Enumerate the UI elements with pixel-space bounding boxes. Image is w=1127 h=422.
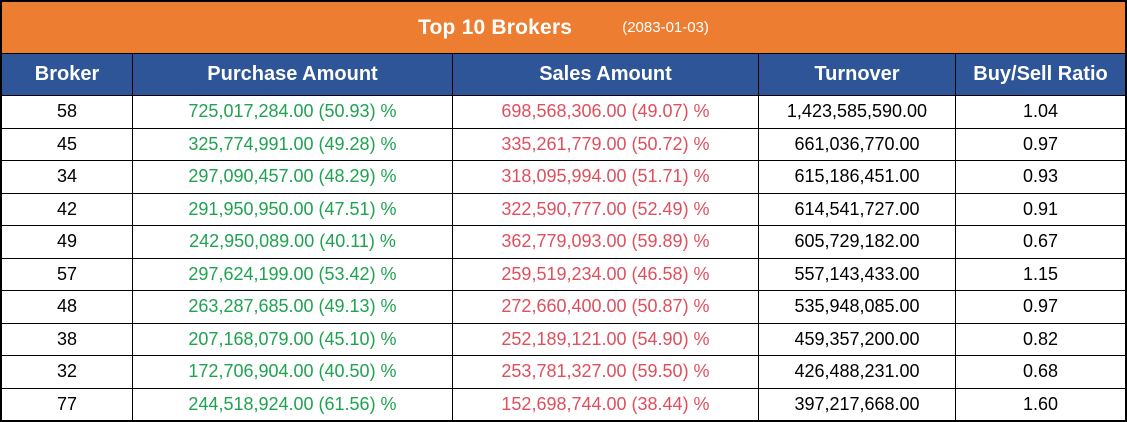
- table-row: 48 263,287,685.00 (49.13) % 272,660,400.…: [2, 291, 1125, 324]
- cell-sales-amount: 252,189,121.00 (54.90) %: [453, 323, 759, 355]
- cell-sales-amount: 698,568,306.00 (49.07) %: [453, 96, 759, 128]
- cell-turnover: 1,423,585,590.00: [759, 96, 956, 128]
- cell-buy-sell-ratio: 0.97: [1022, 296, 1059, 317]
- cell-broker: 45: [2, 128, 133, 160]
- cell-purchase-amount: 291,950,950.00 (47.51) %: [133, 193, 453, 225]
- cell-buy-sell-ratio: 0.82: [1022, 328, 1059, 349]
- table-row: 42 291,950,950.00 (47.51) % 322,590,777.…: [2, 193, 1125, 226]
- cell-buy-sell-ratio: 1.04: [1022, 101, 1059, 122]
- cell-buy-sell-ratio: 0.67: [1022, 231, 1059, 252]
- cell-purchase-amount: 263,287,685.00 (49.13) %: [133, 291, 453, 323]
- cell-turnover: 615,186,451.00: [759, 161, 956, 193]
- cell-turnover: 397,217,668.00: [759, 388, 956, 420]
- table-date: (2083-01-03): [622, 19, 709, 36]
- cell-broker: 38: [2, 323, 133, 355]
- table-title: Top 10 Brokers: [418, 15, 573, 39]
- cell-turnover: 557,143,433.00: [759, 258, 956, 290]
- cell-turnover: 661,036,770.00: [759, 128, 956, 160]
- cell-sales-amount: 322,590,777.00 (52.49) %: [453, 193, 759, 225]
- column-header-purchase-amount: Purchase Amount: [133, 54, 453, 95]
- column-header-broker: Broker: [2, 54, 133, 95]
- column-header-buy-sell-ratio: Buy/Sell Ratio: [956, 54, 1125, 95]
- cell-sales-amount: 272,660,400.00 (50.87) %: [453, 291, 759, 323]
- table-row: 57 297,624,199.00 (53.42) % 259,519,234.…: [2, 258, 1125, 291]
- cell-broker: 34: [2, 161, 133, 193]
- cell-turnover: 459,357,200.00: [759, 323, 956, 355]
- column-header-turnover: Turnover: [759, 54, 956, 95]
- cell-buy-sell-ratio: 1.60: [1022, 393, 1059, 414]
- cell-broker: 42: [2, 193, 133, 225]
- table-row: 49 242,950,089.00 (40.11) % 362,779,093.…: [2, 226, 1125, 259]
- cell-purchase-amount: 242,950,089.00 (40.11) %: [133, 226, 453, 258]
- cell-turnover: 535,948,085.00: [759, 291, 956, 323]
- table-row: 32 172,706,904.00 (40.50) % 253,781,327.…: [2, 356, 1125, 389]
- cell-sales-amount: 152,698,744.00 (38.44) %: [453, 388, 759, 420]
- cell-turnover: 426,488,231.00: [759, 356, 956, 388]
- cell-purchase-amount: 297,624,199.00 (53.42) %: [133, 258, 453, 290]
- cell-buy-sell-ratio: 0.93: [1022, 166, 1059, 187]
- cell-broker: 48: [2, 291, 133, 323]
- cell-purchase-amount: 725,017,284.00 (50.93) %: [133, 96, 453, 128]
- column-header-row: Broker Purchase Amount Sales Amount Turn…: [2, 54, 1125, 96]
- cell-sales-amount: 318,095,994.00 (51.71) %: [453, 161, 759, 193]
- cell-purchase-amount: 244,518,924.00 (61.56) %: [133, 388, 453, 420]
- cell-sales-amount: 253,781,327.00 (59.50) %: [453, 356, 759, 388]
- cell-purchase-amount: 297,090,457.00 (48.29) %: [133, 161, 453, 193]
- cell-sales-amount: 335,261,779.00 (50.72) %: [453, 128, 759, 160]
- cell-purchase-amount: 325,774,991.00 (49.28) %: [133, 128, 453, 160]
- cell-broker: 77: [2, 388, 133, 420]
- table-row: 58 725,017,284.00 (50.93) % 698,568,306.…: [2, 96, 1125, 129]
- table-body: 58 725,017,284.00 (50.93) % 698,568,306.…: [2, 96, 1125, 420]
- cell-broker: 57: [2, 258, 133, 290]
- cell-buy-sell-ratio: 0.68: [1022, 361, 1059, 382]
- cell-buy-sell-ratio: 0.97: [1022, 133, 1059, 154]
- cell-broker: 58: [2, 96, 133, 128]
- cell-purchase-amount: 207,168,079.00 (45.10) %: [133, 323, 453, 355]
- cell-purchase-amount: 172,706,904.00 (40.50) %: [133, 356, 453, 388]
- table-row: 45 325,774,991.00 (49.28) % 335,261,779.…: [2, 128, 1125, 161]
- table-title-bar: Top 10 Brokers (2083-01-03): [2, 2, 1125, 54]
- cell-sales-amount: 362,779,093.00 (59.89) %: [453, 226, 759, 258]
- cell-sales-amount: 259,519,234.00 (46.58) %: [453, 258, 759, 290]
- table-row: 34 297,090,457.00 (48.29) % 318,095,994.…: [2, 161, 1125, 194]
- cell-broker: 49: [2, 226, 133, 258]
- cell-turnover: 605,729,182.00: [759, 226, 956, 258]
- column-header-sales-amount: Sales Amount: [453, 54, 759, 95]
- cell-buy-sell-ratio: 0.91: [1022, 198, 1059, 219]
- cell-turnover: 614,541,727.00: [759, 193, 956, 225]
- table-row: 38 207,168,079.00 (45.10) % 252,189,121.…: [2, 323, 1125, 356]
- table-row: 77 244,518,924.00 (61.56) % 152,698,744.…: [2, 388, 1125, 420]
- cell-buy-sell-ratio: 1.15: [1022, 263, 1059, 284]
- cell-broker: 32: [2, 356, 133, 388]
